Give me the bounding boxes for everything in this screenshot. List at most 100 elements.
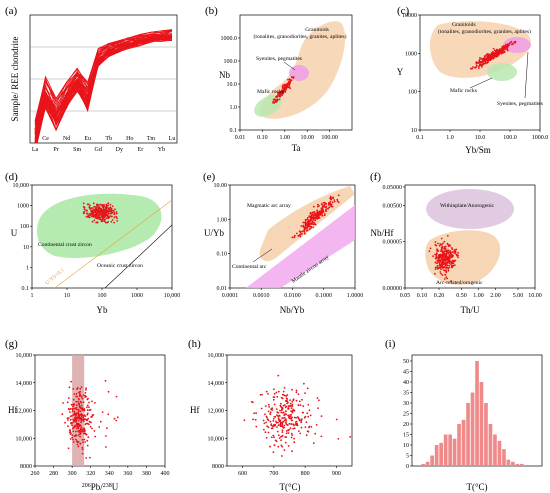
panel-f-point: [449, 255, 451, 258]
panel-c: (c) Granitoids (tonalites, granodiorites…: [397, 5, 549, 155]
panel-i-bar: [439, 442, 443, 466]
panel-f-point: [444, 260, 447, 262]
panel-d-point: [95, 207, 98, 210]
panel-f-ylabel: Nb/Hf: [371, 228, 394, 238]
panel-c-point: [510, 43, 513, 46]
panel-d-point: [92, 213, 94, 216]
panel-d-point: [93, 206, 95, 208]
panel-g-point: [90, 416, 92, 418]
panel-c-point: [481, 66, 483, 68]
panel-g-xtick-label: 380: [142, 471, 151, 477]
panel-e-point: [329, 204, 332, 207]
panel-h-point: [299, 404, 302, 407]
panel-g-point: [77, 400, 79, 403]
panel-g-point: [75, 408, 78, 411]
panel-g-point: [67, 447, 70, 450]
panel-e-point: [310, 227, 312, 229]
panel-h-point: [275, 408, 278, 410]
panel-c-point: [503, 44, 505, 47]
panel-e-arrow-continental: [252, 248, 273, 263]
panel-h-point: [335, 418, 338, 421]
panel-h-point: [272, 434, 275, 437]
panel-h-point: [290, 410, 292, 412]
panel-d-point: [105, 203, 108, 206]
panel-a-ree-line: [34, 30, 173, 121]
panel-g-point: [79, 387, 82, 390]
panel-h-points: [243, 374, 352, 457]
panel-b-ann-mafic: Mafic rocks: [257, 88, 284, 95]
panel-g-point: [106, 427, 108, 430]
panel-b-point: [280, 90, 282, 93]
panel-h-point: [297, 418, 300, 420]
panel-c-mafic-field: [487, 63, 517, 81]
panel-e-xlabel: Nb/Yb: [280, 305, 305, 315]
panel-c-point: [486, 56, 489, 59]
panel-g-point: [79, 400, 82, 403]
panel-d-point: [90, 207, 92, 209]
panel-g-xtick-label: 280: [49, 471, 58, 477]
panel-f-frame: [404, 184, 536, 289]
panel-g-point: [76, 396, 78, 398]
panel-e-point: [329, 201, 332, 203]
panel-f-point: [446, 250, 449, 253]
panel-g-point: [77, 445, 80, 448]
panel-h-point: [265, 436, 268, 439]
panel-c-xlabel: Yb/Sm: [465, 145, 491, 155]
panel-f-xtick-label: 1.00: [473, 293, 484, 299]
panel-g-point: [83, 420, 85, 423]
panel-g-point: [88, 401, 90, 404]
panel-g-point: [85, 388, 87, 391]
panel-i-xlabel: T(°C): [466, 482, 487, 492]
panel-g-point: [72, 398, 75, 401]
panel-e-point: [333, 199, 336, 201]
panel-h-point: [271, 427, 274, 429]
panel-e-point: [323, 214, 326, 217]
panel-d-point: [115, 215, 118, 218]
panel-g-point: [81, 413, 83, 416]
panel-f-point: [451, 251, 454, 254]
panel-c-point: [472, 66, 474, 68]
panel-e-point: [308, 215, 311, 218]
panel-f-point: [434, 261, 437, 264]
panel-g-point: [83, 409, 86, 412]
panel-h-point: [266, 418, 269, 421]
panel-c-ytick-label: 10: [411, 128, 417, 134]
panel-f-point: [446, 235, 449, 237]
panel-f-point: [434, 272, 436, 275]
panel-e-point: [325, 206, 327, 209]
panel-g-point: [67, 425, 69, 427]
panel-i-bar: [425, 461, 430, 466]
panel-a-ree-line: [34, 38, 173, 143]
panel-d-point: [113, 213, 116, 215]
panel-h-point: [291, 416, 294, 419]
panel-h-point: [266, 416, 268, 419]
panel-c-point: [475, 61, 478, 64]
panel-d-point: [86, 203, 89, 206]
panel-g-point: [67, 419, 69, 421]
panel-d-point: [99, 216, 102, 219]
panel-c-point: [498, 50, 500, 52]
panel-d-point: [98, 206, 101, 209]
panel-g-point: [88, 456, 91, 459]
panel-e-xtick-label: 0.0100: [284, 293, 301, 299]
panel-g-point: [85, 457, 88, 459]
panel-f-point: [434, 243, 437, 246]
panel-i-bar: [479, 382, 484, 466]
panel-e-point: [305, 224, 308, 227]
panel-g-point: [80, 417, 82, 420]
panel-e-ytick-label: 0.01: [217, 286, 228, 292]
panel-g-point: [85, 418, 88, 421]
panel-i-bar: [457, 424, 461, 466]
panel-a-xticks-bottom: La Pr Sm Gd Dy Er Yb: [32, 147, 165, 153]
panel-f-point: [438, 257, 440, 259]
panel-b-point: [277, 93, 279, 95]
panel-d-point: [82, 202, 85, 205]
panel-g-point: [90, 421, 92, 424]
panel-f-xtick-label: 2.00: [490, 293, 501, 299]
panel-g-point: [88, 420, 91, 423]
panel-c-point: [484, 57, 487, 60]
panel-h-point: [289, 402, 292, 405]
panel-i-ytick-label: 25: [403, 412, 409, 418]
panel-i-bar: [452, 438, 457, 466]
panel-h-point: [288, 405, 291, 408]
